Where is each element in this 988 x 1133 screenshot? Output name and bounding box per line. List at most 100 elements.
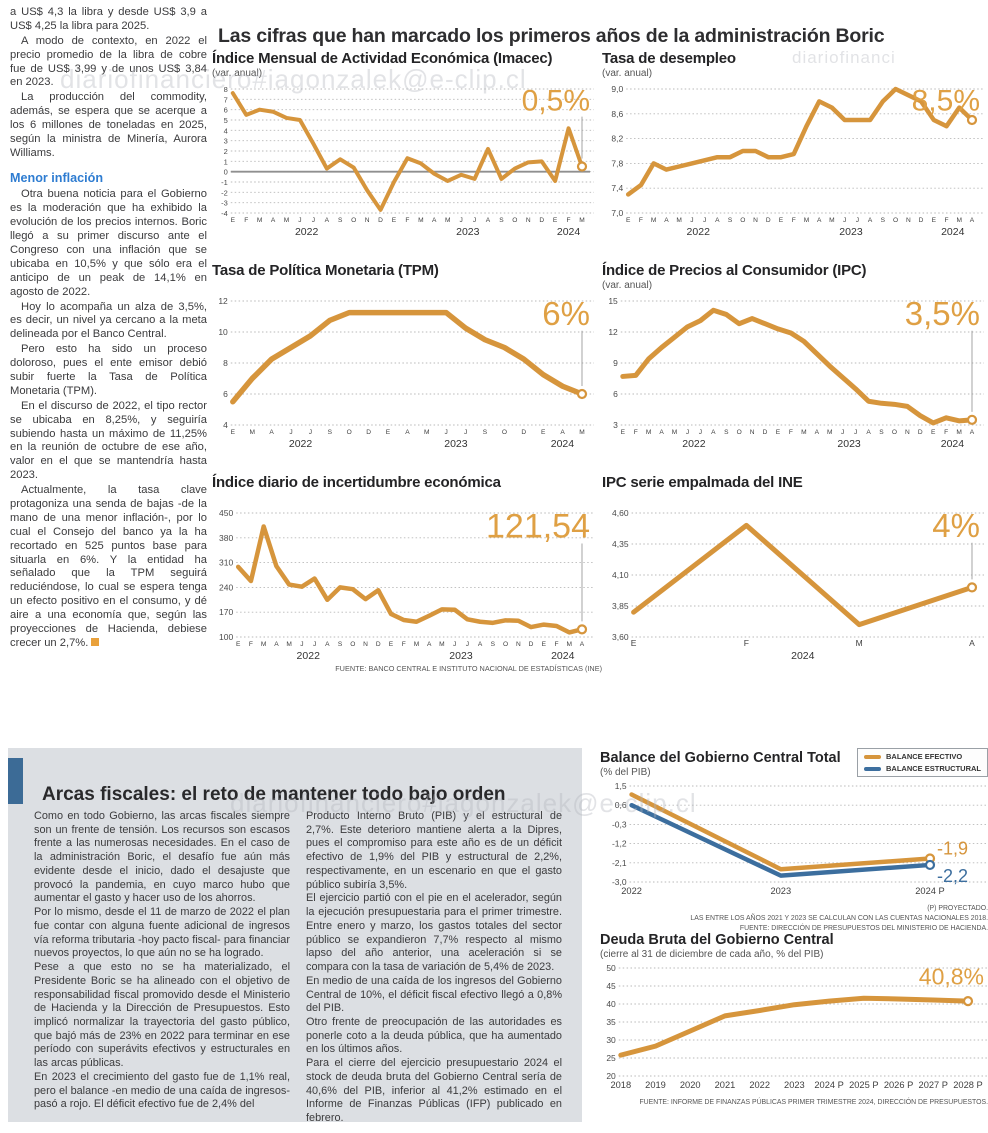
svg-text:12: 12 [608,327,618,337]
svg-text:121,54: 121,54 [486,507,590,545]
svg-text:7,8: 7,8 [611,158,623,168]
desempleo-line-chart: 9,08,68,27,87,47,0E F M A M J J A S O N D E F M A M J J A S O… [611,84,984,238]
svg-text:6: 6 [223,389,228,399]
svg-text:4,10: 4,10 [612,570,629,580]
chart-incertidumbre: Índice diario de incertidumbre económica… [212,470,602,682]
svg-text:3,85: 3,85 [612,601,629,611]
svg-text:J: J [843,217,846,224]
svg-text:6: 6 [224,106,228,115]
svg-text:F: F [945,217,949,224]
svg-text:-3: -3 [221,199,228,208]
svg-text:4,35: 4,35 [612,539,629,549]
svg-text:2026 P: 2026 P [884,1080,913,1090]
svg-text:50: 50 [606,963,616,973]
chart-source: FUENTE: BANCO CENTRAL E INSTITUTO NACION… [335,664,602,673]
svg-text:2022: 2022 [295,226,319,237]
svg-text:2022: 2022 [289,438,313,449]
svg-text:20: 20 [606,1071,616,1081]
svg-text:40,8%: 40,8% [919,964,984,990]
svg-text:2027 P: 2027 P [919,1080,948,1090]
svg-text:2023: 2023 [784,1080,805,1090]
svg-text:D: D [766,217,771,224]
svg-text:5: 5 [224,116,228,125]
svg-text:M: M [445,217,451,224]
svg-text:2024: 2024 [551,438,575,449]
svg-text:-3,0: -3,0 [612,877,627,887]
svg-text:0,5%: 0,5% [522,85,590,118]
svg-text:M: M [856,638,863,648]
infographic-title: Las cifras que han marcado los primeros … [218,25,885,48]
svg-text:A: A [715,217,720,224]
chart-subtitle: (var. anual) [602,280,653,291]
svg-text:8: 8 [224,85,228,94]
svg-text:J: J [309,429,312,436]
svg-text:E: E [231,429,236,436]
svg-text:380: 380 [219,533,233,543]
article-paragraph: a US$ 4,3 la libra y desde US$ 3,9 a US$… [10,6,207,32]
svg-text:F: F [244,217,248,224]
svg-text:J: J [313,641,316,648]
svg-text:M: M [804,217,810,224]
chart-legend: BALANCE EFECTIVO BALANCE ESTRUCTURAL [857,748,988,777]
svg-text:N: N [365,217,370,224]
svg-text:0: 0 [224,168,228,177]
svg-text:F: F [944,429,948,436]
svg-text:E: E [553,217,558,224]
svg-text:E: E [389,641,394,648]
svg-text:N: N [750,429,755,436]
svg-text:2022: 2022 [621,886,642,896]
article-paragraph: Pero esto ha sido un proceso doloroso, p… [10,343,207,397]
svg-text:O: O [740,217,745,224]
svg-text:-0,3: -0,3 [612,819,627,829]
svg-text:2019: 2019 [645,1080,666,1090]
charts-grid: Índice Mensual de Actividad Económica (I… [212,46,988,682]
svg-text:1: 1 [224,157,228,166]
svg-text:S: S [881,217,886,224]
article-end-mark-icon [91,637,100,646]
svg-text:F: F [249,641,253,648]
svg-text:M: M [439,641,445,648]
article-paragraph: Otra buena noticia para el Gobierno es l… [10,188,207,298]
svg-text:M: M [672,429,678,436]
fiscal-paragraph: Producto Interno Bruto (PIB) y el estruc… [306,810,562,891]
svg-text:J: J [699,429,702,436]
svg-text:2028 P: 2028 P [953,1080,982,1090]
svg-text:M: M [261,641,267,648]
svg-text:A: A [970,429,975,436]
svg-text:J: J [453,641,456,648]
svg-text:E: E [932,217,937,224]
accent-bar [8,758,23,804]
svg-text:S: S [483,429,488,436]
footnote: (P) PROYECTADO. [927,905,988,912]
svg-text:E: E [386,429,391,436]
legend-label: BALANCE ESTRUCTURAL [886,764,981,773]
svg-text:O: O [512,217,517,224]
svg-text:15: 15 [608,296,618,306]
svg-text:310: 310 [219,558,233,568]
svg-text:3: 3 [613,420,618,430]
svg-text:O: O [351,217,356,224]
svg-text:A: A [274,641,279,648]
svg-text:D: D [521,429,526,436]
svg-text:M: M [567,641,573,648]
svg-text:J: J [690,217,693,224]
svg-text:8,2: 8,2 [611,134,623,144]
svg-text:M: M [801,429,807,436]
svg-text:M: M [249,429,255,436]
svg-text:-2: -2 [221,188,228,197]
svg-text:2024: 2024 [791,650,815,661]
svg-text:A: A [659,429,664,436]
svg-text:2021: 2021 [715,1080,736,1090]
paragraph-text: Actualmente, la tasa clave protagoniza u… [10,484,207,649]
svg-text:8,6: 8,6 [611,109,623,119]
svg-text:F: F [789,429,793,436]
legend-label: BALANCE EFECTIVO [886,752,963,761]
svg-text:J: J [300,641,303,648]
svg-text:A: A [560,429,565,436]
svg-text:J: J [686,429,689,436]
svg-text:E: E [626,217,631,224]
svg-text:J: J [841,429,844,436]
svg-text:O: O [347,429,352,436]
svg-text:6: 6 [613,389,618,399]
